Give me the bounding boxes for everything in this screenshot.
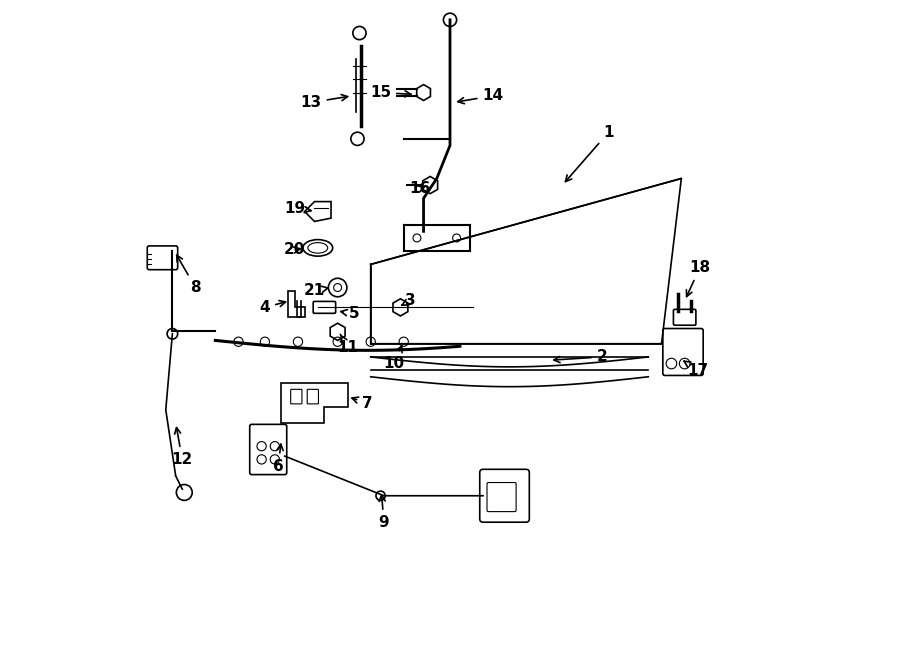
Text: 12: 12 <box>172 428 193 467</box>
Text: 17: 17 <box>684 361 708 377</box>
Text: 5: 5 <box>341 307 359 321</box>
Text: 13: 13 <box>301 95 347 110</box>
Text: 8: 8 <box>176 255 201 295</box>
Text: 15: 15 <box>370 85 411 100</box>
Text: 21: 21 <box>304 284 328 298</box>
Text: 3: 3 <box>401 293 416 308</box>
Text: 19: 19 <box>284 201 311 215</box>
Text: 10: 10 <box>383 346 404 371</box>
Text: 4: 4 <box>259 300 285 315</box>
Text: 14: 14 <box>458 89 503 104</box>
Text: 1: 1 <box>565 125 614 182</box>
Text: 9: 9 <box>379 495 389 529</box>
Text: 11: 11 <box>337 334 358 354</box>
Text: 6: 6 <box>273 444 284 473</box>
Text: 2: 2 <box>554 350 608 364</box>
Text: 18: 18 <box>687 260 710 297</box>
Text: 7: 7 <box>352 396 373 410</box>
Text: 20: 20 <box>284 243 305 257</box>
Text: 16: 16 <box>410 181 431 196</box>
